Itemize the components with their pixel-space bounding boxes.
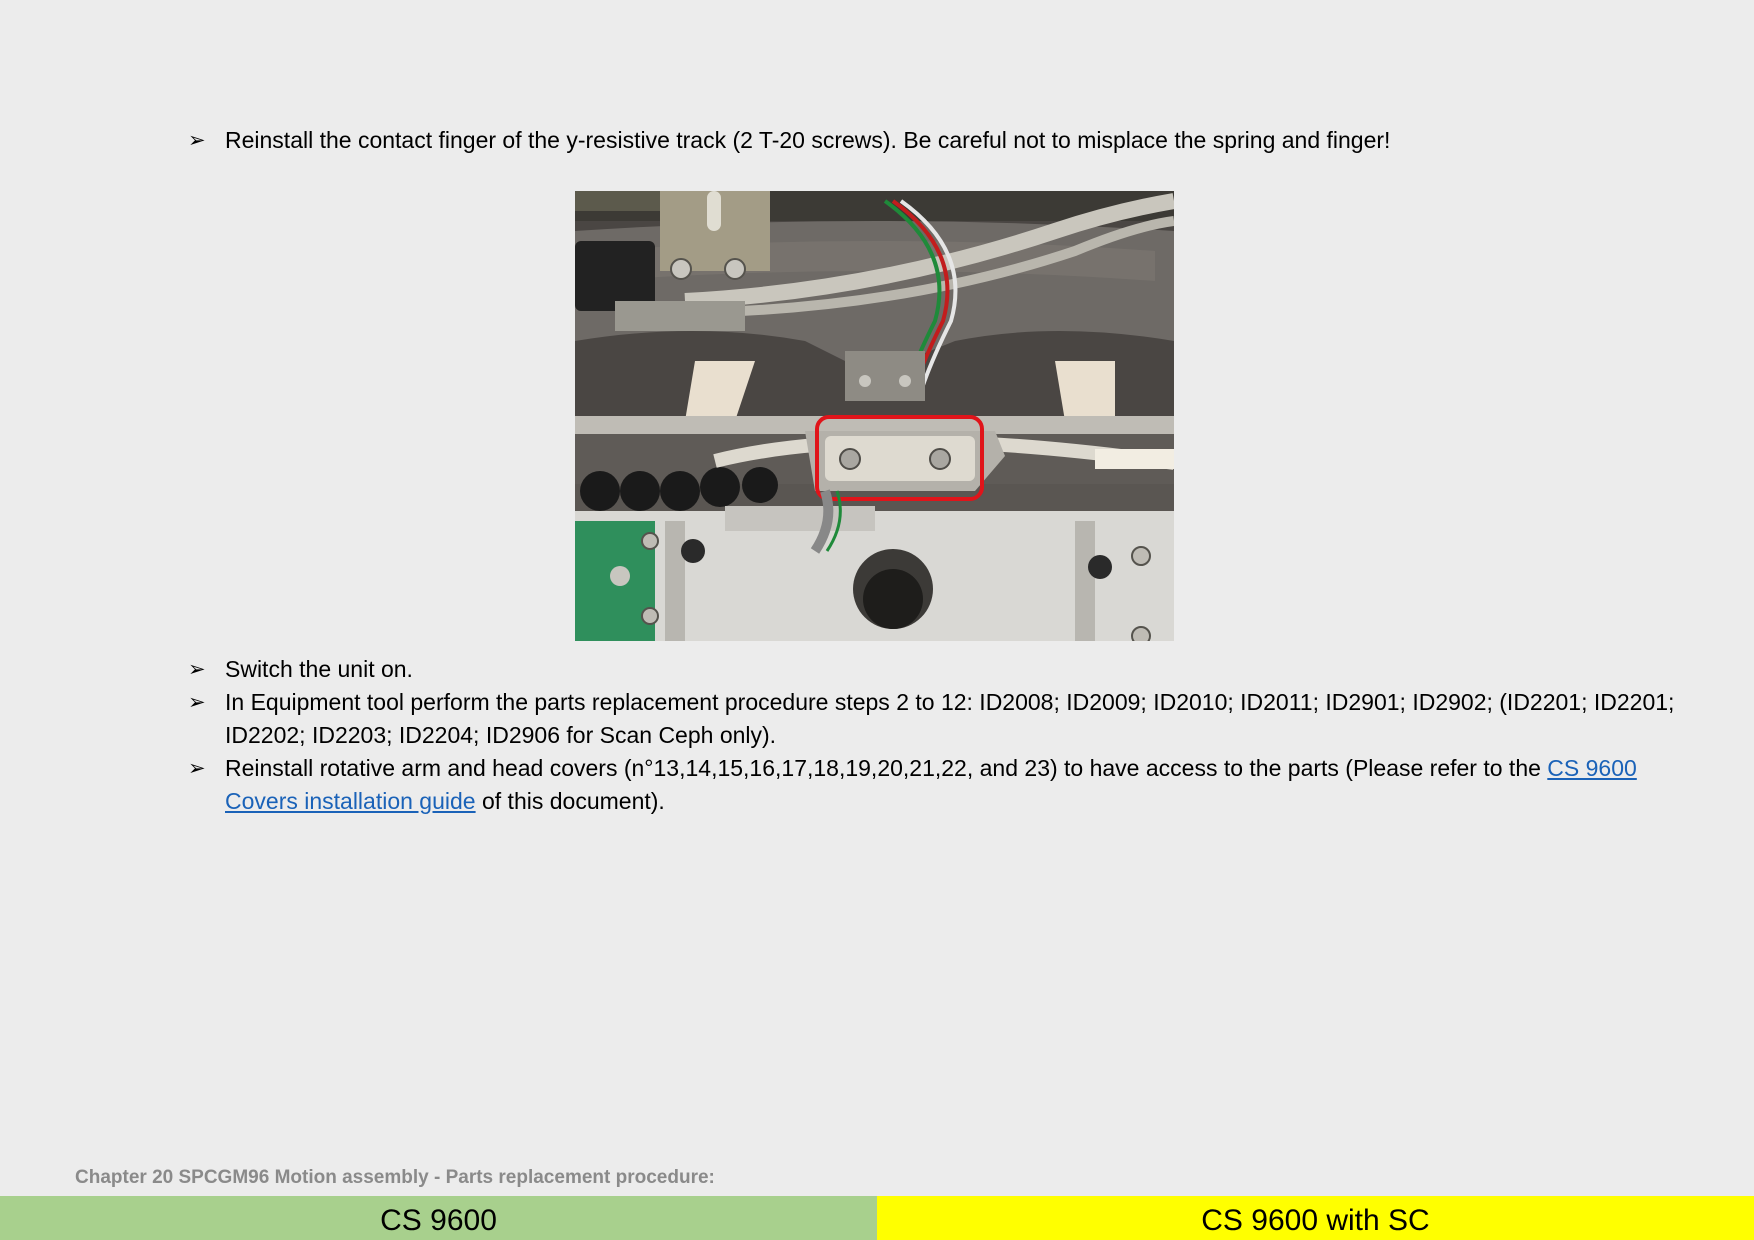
list-item: ➢ In Equipment tool perform the parts re… [188, 686, 1688, 752]
covers-installation-guide-link[interactable]: CS 9600 Covers installation guide [225, 755, 1637, 814]
chapter-heading: Chapter 20 SPCGM96 Motion assembly - Par… [75, 1167, 715, 1188]
footer-model-cs9600-sc: CS 9600 with SC [877, 1196, 1754, 1240]
step-text: In Equipment tool perform the parts repl… [225, 689, 1675, 748]
arrow-bullet-icon: ➢ [188, 756, 206, 780]
step-text-before-link: Reinstall rotative arm and head covers (… [225, 755, 1548, 781]
step-text: Switch the unit on. [225, 656, 413, 682]
arrow-bullet-icon: ➢ [188, 690, 206, 714]
list-item: ➢ Reinstall rotative arm and head covers… [188, 752, 1688, 818]
footer-bar: CS 9600 CS 9600 with SC [0, 1196, 1754, 1240]
steps-after-list: ➢ Switch the unit on. ➢ In Equipment too… [188, 653, 1688, 818]
step-text-after-link: of this document). [475, 788, 665, 814]
motion-assembly-photo [575, 191, 1174, 641]
list-item: ➢ Reinstall the contact finger of the y-… [188, 124, 1688, 157]
footer-model-cs9600: CS 9600 [0, 1196, 877, 1240]
step-text: Reinstall the contact finger of the y-re… [225, 127, 1391, 153]
arrow-bullet-icon: ➢ [188, 128, 206, 152]
list-item: ➢ Switch the unit on. [188, 653, 1688, 686]
steps-before-list: ➢ Reinstall the contact finger of the y-… [188, 124, 1688, 157]
arrow-bullet-icon: ➢ [188, 657, 206, 681]
